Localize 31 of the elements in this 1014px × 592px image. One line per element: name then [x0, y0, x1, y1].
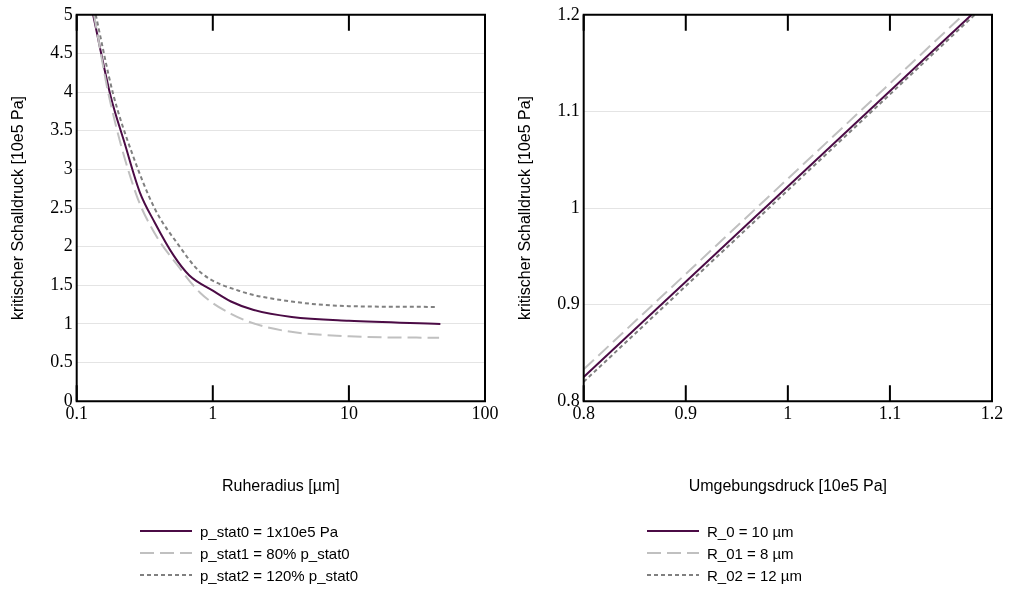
- y-tick-label: 1.2: [557, 3, 580, 24]
- legend-label: R_0 = 10 µm: [707, 522, 794, 540]
- y-tick-label: 2: [63, 235, 73, 256]
- y-tick-label: 3: [63, 158, 73, 179]
- x-tick-label: 0.9: [674, 402, 698, 423]
- x-tick-label: 1: [783, 402, 793, 423]
- y-tick-label: 1.1: [557, 100, 580, 121]
- x-axis-title: Ruheradius [µm]: [221, 476, 340, 494]
- x-tick-label: 1.2: [980, 402, 1004, 423]
- y-axis-title: kritischer Schalldruck [10e5 Pa]: [9, 95, 27, 321]
- legend-label: R_01 = 8 µm: [707, 544, 794, 562]
- x-tick-label: 1: [208, 402, 218, 423]
- y-tick-label: 5: [63, 3, 73, 24]
- legend-label: R_02 = 12 µm: [707, 566, 802, 584]
- x-axis-title: Umgebungsdruck [10e5 Pa]: [688, 476, 888, 494]
- y-axis-title: kritischer Schalldruck [10e5 Pa]: [516, 95, 534, 321]
- y-tick-label: 4.5: [50, 42, 73, 63]
- y-tick-label: 1: [63, 312, 73, 333]
- y-tick-label: 2.5: [50, 196, 73, 217]
- y-tick-label: 0.9: [557, 293, 580, 314]
- y-tick-label: 0.5: [50, 351, 73, 372]
- x-tick-label: 1.1: [878, 402, 902, 423]
- y-tick-label: 1.5: [50, 274, 73, 295]
- y-tick-label: 4: [63, 80, 73, 101]
- x-tick-label: 10: [339, 402, 358, 423]
- y-tick-label: 1: [570, 196, 580, 217]
- x-tick-label: 100: [471, 402, 499, 423]
- legend-label: p_stat1 = 80% p_stat0: [200, 544, 350, 562]
- legend-label: p_stat2 = 120% p_stat0: [200, 566, 359, 584]
- legend-label: p_stat0 = 1x10e5 Pa: [200, 522, 339, 540]
- y-tick-label: 3.5: [50, 119, 73, 140]
